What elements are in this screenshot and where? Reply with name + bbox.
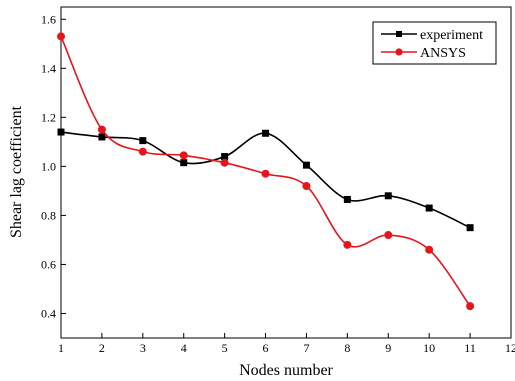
x-tick-label: 7 [303,341,309,355]
x-tick-label: 12 [505,341,515,355]
data-point-ansys [261,169,270,178]
legend-ansys-marker [395,48,403,56]
data-point-experiment [180,159,188,167]
data-point-experiment [425,204,433,212]
data-point-experiment [302,161,310,169]
data-point-experiment [57,128,65,136]
data-point-ansys [384,231,393,240]
x-tick-label: 6 [263,341,269,355]
y-tick-label: 1.4 [41,61,56,75]
data-point-experiment [384,192,392,200]
axis-ticks: 1 2 3 4 5 6 7 8 9 10 11 120.40.60.81.01.21.41.6 [41,12,515,355]
x-tick-label: 1 [58,341,64,355]
plot-frame [60,6,512,339]
legend-experiment-marker [396,31,402,37]
y-tick-label: 1.6 [41,12,56,26]
data-point-ansys [425,245,434,254]
data-point-ansys [466,302,475,311]
legend-ansys-label: ANSYS [420,46,466,61]
data-point-ansys [179,151,188,160]
legend-experiment-label: experiment [420,28,483,43]
data-point-experiment [262,129,270,137]
data-point-ansys [138,147,147,156]
data-point-experiment [139,137,147,145]
x-tick-label: 5 [222,341,228,355]
data-point-experiment [221,153,229,161]
y-tick-label: 1.0 [41,159,56,173]
x-tick-label: 8 [344,341,350,355]
x-axis-title: Nodes number [239,362,333,379]
data-point-ansys [302,181,311,190]
data-point-ansys [220,158,229,167]
y-tick-label: 0.4 [41,306,56,320]
y-tick-label: 0.8 [41,208,56,222]
x-tick-label: 3 [140,341,146,355]
y-tick-label: 0.6 [41,257,56,271]
y-axis-title: Shear lag coefficient [8,105,25,238]
data-point-ansys [97,125,106,134]
legend-box [372,21,497,65]
data-point-experiment [343,195,351,203]
data-point-experiment [466,224,474,232]
data-point-experiment [98,133,106,141]
x-tick-label: 9 [385,341,391,355]
series-layer [57,32,475,311]
legend: experiment ANSYS [372,21,497,65]
y-tick-label: 1.2 [41,110,56,124]
x-tick-label: 11 [464,341,476,355]
data-point-ansys [343,240,352,249]
x-tick-label: 10 [423,341,435,355]
data-point-ansys [57,32,65,41]
x-tick-label: 4 [181,341,187,355]
x-tick-label: 2 [99,341,105,355]
